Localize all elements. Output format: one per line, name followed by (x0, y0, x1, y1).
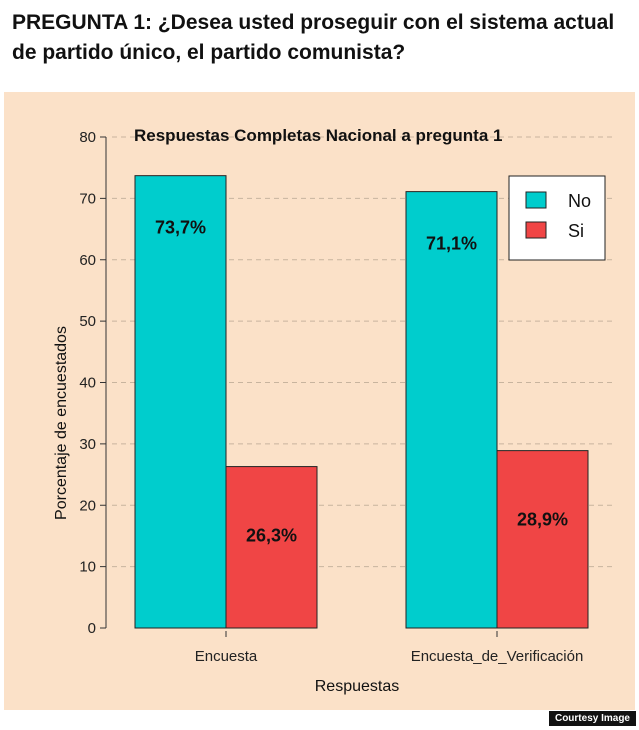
chart-panel: 73,7% 26,3% 71,1% 28,9% 0 10 20 30 40 50 60 70 80 En… (4, 92, 635, 710)
y-tick-label: 0 (88, 620, 96, 637)
bar-labels: 73,7% 26,3% 71,1% 28,9% (155, 218, 568, 546)
y-tick-label: 20 (79, 497, 96, 514)
bars (134, 175, 589, 629)
legend-swatch-si (525, 221, 547, 239)
legend-label-no: No (568, 191, 591, 211)
y-tick-label: 10 (79, 559, 96, 576)
legend: No Si (508, 175, 606, 261)
question-heading: PREGUNTA 1: ¿Desea usted proseguir con e… (12, 11, 615, 64)
x-tick-label: Encuesta (195, 648, 258, 665)
x-axis-title: Respuestas (315, 678, 400, 695)
data-label-si: 26,3% (246, 526, 297, 546)
bar-no (405, 191, 498, 629)
image-credit: Courtesy Image (548, 711, 636, 726)
y-tick-label: 40 (79, 375, 96, 392)
chart-title: Respuestas Completas Nacional a pregunta… (134, 126, 502, 145)
bar-si (496, 450, 589, 629)
y-tick-label: 50 (79, 313, 96, 330)
x-tick-label: Encuesta_de_Verificación (411, 648, 584, 665)
y-tick-label: 30 (79, 436, 96, 453)
bar-chart: 73,7% 26,3% 71,1% 28,9% 0 10 20 30 40 50 60 70 80 En… (4, 92, 635, 710)
data-label-no: 73,7% (155, 218, 206, 238)
y-tick-label: 80 (79, 129, 96, 146)
legend-label-si: Si (568, 221, 584, 241)
bar-si (225, 466, 318, 629)
axes: 0 10 20 30 40 50 60 70 80 Encuesta Encuesta_de_Ver… (79, 129, 583, 665)
data-label-no: 71,1% (426, 234, 477, 254)
bar-no (134, 175, 227, 629)
y-tick-label: 60 (79, 252, 96, 269)
y-axis-title: Porcentaje de encuestados (53, 326, 70, 520)
data-label-si: 28,9% (517, 510, 568, 530)
legend-box (508, 175, 606, 261)
legend-swatch-no (525, 191, 547, 209)
y-tick-label: 70 (79, 190, 96, 207)
